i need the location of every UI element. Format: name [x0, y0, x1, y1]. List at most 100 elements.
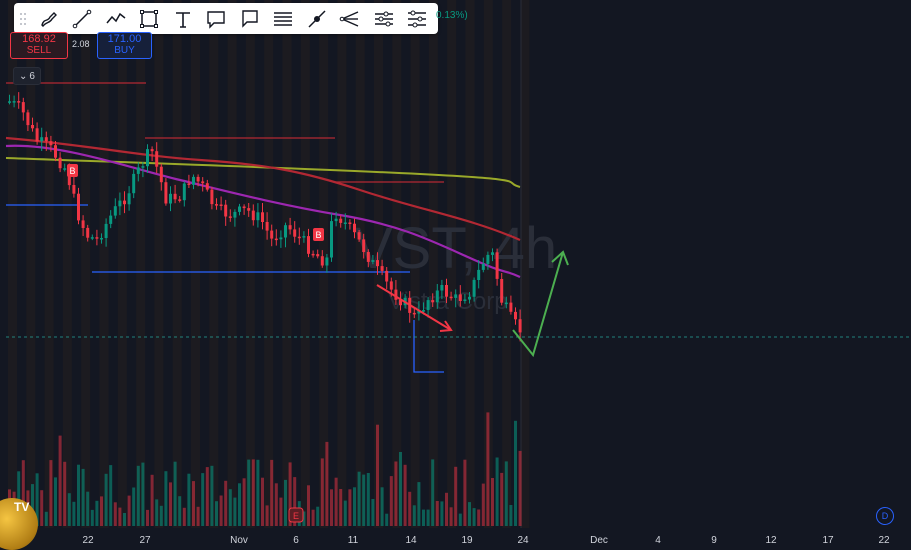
x-axis-label: Nov: [230, 535, 248, 546]
signal-b-1: B: [67, 164, 78, 177]
x-axis-label: 11: [348, 535, 359, 546]
candle: [500, 273, 504, 306]
candle: [362, 233, 366, 259]
volume-bar: [491, 478, 494, 526]
buy-button[interactable]: 171.00 BUY: [97, 32, 152, 59]
candle: [334, 211, 338, 227]
trend-line-icon[interactable]: [66, 3, 100, 34]
volume-bar: [293, 477, 297, 526]
candle: [12, 95, 16, 108]
filters-icon[interactable]: [401, 3, 435, 34]
candle: [205, 179, 209, 192]
volume-bar: [127, 495, 131, 526]
candle: [81, 215, 85, 236]
volume-bar: [307, 485, 310, 526]
candle: [54, 141, 57, 162]
candle: [201, 177, 205, 192]
volume-bar: [495, 457, 499, 526]
candle: [141, 162, 145, 178]
candle: [353, 218, 356, 239]
candle: [449, 291, 453, 301]
volume-bar: [481, 483, 485, 526]
candle: [187, 174, 191, 188]
volume-bar: [320, 458, 324, 526]
volume-bar: [72, 501, 76, 526]
volume-bar: [500, 472, 504, 526]
brush-icon[interactable]: [32, 3, 66, 34]
volume-bar: [440, 501, 444, 526]
volume-bar: [205, 467, 209, 526]
path-icon[interactable]: [99, 3, 133, 34]
volume-bar: [431, 459, 435, 526]
candle: [316, 249, 320, 259]
volume-bar: [343, 500, 347, 526]
candle: [127, 186, 131, 211]
candle: [495, 248, 499, 286]
volume-bar: [265, 505, 269, 526]
dividend-marker[interactable]: D: [876, 507, 894, 525]
candle: [261, 203, 264, 230]
candle: [435, 284, 439, 309]
indicators-collapse-button[interactable]: ⌄ 6: [13, 67, 41, 85]
buy-label: BUY: [114, 45, 135, 56]
toolbar-grip-handle[interactable]: [14, 3, 32, 34]
volume-bar: [159, 505, 163, 526]
volume-bar: [81, 468, 85, 526]
volume-bar: [394, 461, 398, 526]
rectangle-icon[interactable]: [133, 3, 167, 34]
volume-bar: [422, 509, 425, 526]
note-icon[interactable]: [233, 3, 267, 34]
ray-icon[interactable]: [300, 3, 334, 34]
svg-text:B: B: [315, 230, 321, 240]
drawing-toolbar: [14, 3, 438, 34]
candle: [63, 163, 67, 172]
time-axis[interactable]: 22 27 Nov 6 11 14 19 24 Dec 4 9 12 17 22: [82, 535, 890, 546]
candle: [155, 142, 159, 174]
volume-bar: [316, 506, 320, 526]
pitchfork-icon[interactable]: [334, 3, 368, 34]
volume-bar: [357, 471, 361, 526]
volume-bar: [31, 484, 34, 526]
candle: [215, 198, 218, 210]
sell-button[interactable]: 168.92 SELL: [10, 32, 68, 59]
volume-bar: [477, 509, 481, 526]
candle: [90, 234, 94, 241]
candle: [219, 196, 223, 211]
earnings-marker[interactable]: E: [288, 507, 304, 523]
projection-arrow: [512, 250, 569, 358]
callout-icon[interactable]: [200, 3, 234, 34]
volume-bar: [173, 461, 177, 526]
candle: [196, 174, 200, 187]
arrow-down-red: [376, 284, 453, 332]
candle: [265, 212, 269, 240]
indicators-count: 6: [29, 70, 35, 82]
candle: [399, 291, 402, 311]
volume-bar: [412, 505, 416, 526]
x-axis-label: 4: [655, 535, 661, 546]
text-icon[interactable]: [166, 3, 200, 34]
candle: [44, 131, 48, 151]
volume-bar: [67, 493, 71, 526]
candle: [247, 203, 251, 217]
volume-bar: [426, 509, 430, 526]
sell-label: SELL: [26, 45, 52, 56]
volume-bar: [330, 489, 333, 526]
volume-bar: [504, 461, 508, 526]
candle: [514, 307, 517, 325]
candle: [371, 255, 375, 265]
volume-bar: [35, 473, 39, 526]
candle: [104, 218, 108, 247]
volume-bar: [90, 509, 94, 526]
volume-bar: [77, 464, 80, 526]
candle: [242, 204, 246, 215]
volume-bar: [169, 482, 172, 526]
drawn-levels[interactable]: [6, 82, 911, 373]
settings-list-icon[interactable]: [367, 3, 401, 34]
candle: [307, 228, 310, 258]
parallel-channel-icon[interactable]: [267, 3, 301, 34]
volume-bar: [164, 471, 168, 526]
candle: [95, 229, 99, 246]
candle: [109, 210, 113, 229]
candle: [426, 297, 430, 318]
